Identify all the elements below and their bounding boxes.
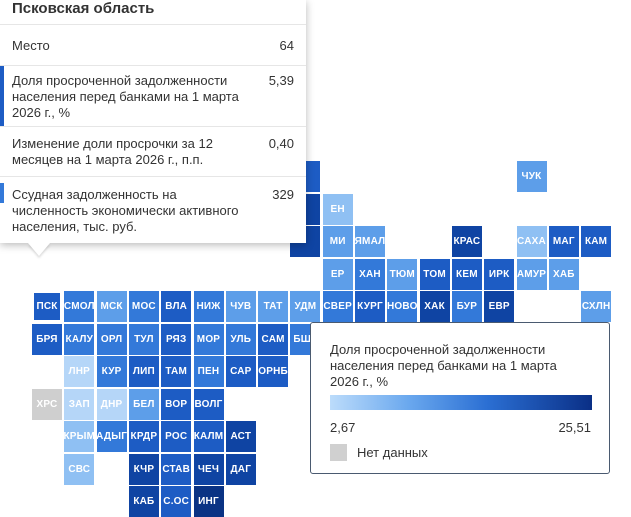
legend-no-data-label: Нет данных xyxy=(357,445,428,460)
region-tile-став[interactable]: СТАВ xyxy=(161,453,192,485)
region-tile-крым[interactable]: КРЫМ xyxy=(63,421,95,452)
tooltip-row-rank: Место 64 xyxy=(0,24,306,65)
region-tooltip: Псковская область Место 64 Доля просроче… xyxy=(0,0,306,243)
region-tile-бур[interactable]: БУР xyxy=(451,291,482,322)
region-tile-пск[interactable]: ПСК xyxy=(32,291,62,322)
legend-no-data-swatch xyxy=(330,444,347,461)
region-tile-удм[interactable]: УДМ xyxy=(290,291,321,322)
region-tile-сос[interactable]: С.ОС xyxy=(161,486,192,517)
region-tile-хак[interactable]: ХАК xyxy=(419,291,450,322)
region-tile-амур[interactable]: АМУР xyxy=(516,258,547,290)
region-tile-свер[interactable]: СВЕР xyxy=(322,291,353,322)
region-tile-ямал[interactable]: ЯМАЛ xyxy=(355,226,385,257)
region-tile-орнб[interactable]: ОРНБ xyxy=(258,356,289,387)
region-tile-рос[interactable]: РОС xyxy=(161,421,192,452)
region-tile-мор[interactable]: МОР xyxy=(193,323,224,355)
region-tile-крас[interactable]: КРАС xyxy=(451,226,482,257)
region-tile-ен[interactable]: ЕН xyxy=(322,193,353,225)
region-tile-схлн[interactable]: СХЛН xyxy=(581,291,612,322)
region-tile-чеч[interactable]: ЧЕЧ xyxy=(193,453,224,485)
region-tile-аст[interactable]: АСТ xyxy=(225,421,256,452)
tooltip-label: Доля просроченной задолженности населени… xyxy=(12,73,239,120)
region-tile-орл[interactable]: ОРЛ xyxy=(96,323,127,355)
region-tile-калу[interactable]: КАЛУ xyxy=(64,323,95,355)
region-tile-тул[interactable]: ТУЛ xyxy=(128,323,159,355)
tooltip-label: Ссудная задолженность на численность эко… xyxy=(12,187,239,234)
tooltip-color-swatch xyxy=(0,66,4,126)
region-tile-тюм[interactable]: ТЮМ xyxy=(387,258,418,290)
legend-title: Доля просроченной задолженности населени… xyxy=(330,342,557,389)
region-tile-евр[interactable]: ЕВР xyxy=(484,291,515,322)
tooltip-value: 64 xyxy=(279,38,294,53)
tooltip-row-change: Изменение доли просрочки за 12 месяцев н… xyxy=(0,126,306,176)
tooltip-label: Место xyxy=(12,38,50,53)
region-tile-ново[interactable]: НОВО xyxy=(387,291,417,322)
region-tile-даг[interactable]: ДАГ xyxy=(225,453,256,485)
region-tile-калм[interactable]: КАЛМ xyxy=(193,421,224,452)
legend-min-value: 2,67 xyxy=(330,420,356,435)
tooltip-pointer xyxy=(28,243,50,256)
region-tile-инг[interactable]: ИНГ xyxy=(193,486,224,517)
region-tile-кург[interactable]: КУРГ xyxy=(355,291,385,322)
legend-gradient-bar xyxy=(330,395,592,410)
tooltip-value: 329 xyxy=(272,187,294,202)
tooltip-row-overdue-share: Доля просроченной задолженности населени… xyxy=(0,65,306,126)
region-tile-мос[interactable]: МОС xyxy=(128,291,159,322)
region-tile-кем[interactable]: КЕМ xyxy=(451,258,482,290)
region-tile-маг[interactable]: МАГ xyxy=(548,226,579,257)
region-tile-ниж[interactable]: НИЖ xyxy=(193,291,224,322)
region-tile-том[interactable]: ТОМ xyxy=(419,258,450,290)
map-legend: Доля просроченной задолженности населени… xyxy=(310,322,610,474)
region-tile-хан[interactable]: ХАН xyxy=(355,258,385,290)
region-tile-хаб[interactable]: ХАБ xyxy=(548,258,579,290)
region-tile-лип[interactable]: ЛИП xyxy=(128,356,159,387)
legend-max-value: 25,51 xyxy=(558,420,591,435)
region-tile-тат[interactable]: ТАТ xyxy=(258,291,289,322)
tooltip-value: 5,39 xyxy=(268,73,294,88)
region-tile-сам[interactable]: САМ xyxy=(258,323,289,355)
region-tile-бел[interactable]: БЕЛ xyxy=(128,388,159,420)
tooltip-region-name: Псковская область xyxy=(12,0,155,17)
region-tile-вор[interactable]: ВОР xyxy=(161,388,192,420)
region-tile-каб[interactable]: КАБ xyxy=(128,486,159,517)
region-tile-ер[interactable]: ЕР xyxy=(322,258,353,290)
region-tile-уль[interactable]: УЛЬ xyxy=(225,323,256,355)
region-tile-зап[interactable]: ЗАП xyxy=(64,388,95,420)
tooltip-row-loan-debt: Ссудная задолженность на численность эко… xyxy=(0,176,306,243)
region-tile-кчр[interactable]: КЧР xyxy=(128,453,159,485)
region-tile-бря[interactable]: БРЯ xyxy=(32,323,62,355)
tooltip-value: 0,40 xyxy=(268,136,294,151)
region-tile-вла[interactable]: ВЛА xyxy=(161,291,192,322)
region-tile-пен[interactable]: ПЕН xyxy=(193,356,224,387)
region-tile-саха[interactable]: САХА xyxy=(516,226,547,257)
region-tile-ирк[interactable]: ИРК xyxy=(484,258,515,290)
region-tile-адыг[interactable]: АДЫГ xyxy=(96,421,127,452)
region-tile-чув[interactable]: ЧУВ xyxy=(225,291,256,322)
tooltip-color-swatch xyxy=(0,183,4,203)
region-tile-свс[interactable]: СВС xyxy=(64,453,95,485)
region-tile-хрс[interactable]: ХРС xyxy=(32,388,62,420)
region-tile-ряз[interactable]: РЯЗ xyxy=(161,323,192,355)
region-tile-смол[interactable]: СМОЛ xyxy=(64,291,94,322)
region-tile-днр[interactable]: ДНР xyxy=(96,388,127,420)
region-tile-чук[interactable]: ЧУК xyxy=(516,161,547,192)
region-tile-там[interactable]: ТАМ xyxy=(161,356,192,387)
region-tile-ми[interactable]: МИ xyxy=(322,226,353,257)
tooltip-label: Изменение доли просрочки за 12 месяцев н… xyxy=(12,136,213,167)
region-tile-сар[interactable]: САР xyxy=(225,356,256,387)
region-tile-лнр[interactable]: ЛНР xyxy=(64,356,95,387)
region-tile-кам[interactable]: КАМ xyxy=(581,226,612,257)
region-tile-волг[interactable]: ВОЛГ xyxy=(193,388,224,420)
region-tile-мск[interactable]: МСК xyxy=(96,291,127,322)
region-tile-кур[interactable]: КУР xyxy=(96,356,127,387)
region-tile-крдр[interactable]: КРДР xyxy=(128,421,159,452)
